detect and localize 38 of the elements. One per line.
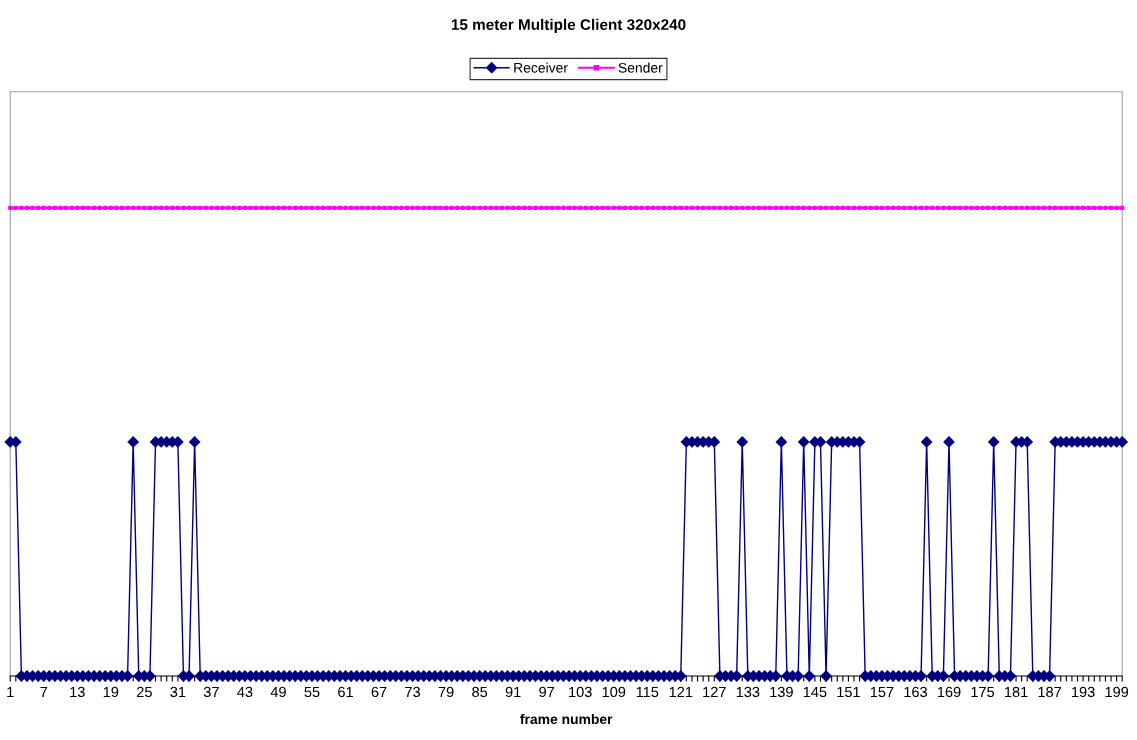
x-tick-label: 97 <box>539 686 555 698</box>
x-tick-label: 181 <box>1005 686 1028 698</box>
x-tick-label: 193 <box>1072 686 1095 698</box>
x-tick-label: 19 <box>103 686 119 698</box>
x-tick-label: 79 <box>438 686 454 698</box>
x-tick-label: 163 <box>904 686 927 698</box>
legend-label: Sender <box>618 62 663 73</box>
x-tick-label: 199 <box>1105 686 1129 698</box>
x-tick-label: 91 <box>505 686 521 698</box>
x-tick-label: 7 <box>40 686 48 697</box>
x-tick-label: 43 <box>237 686 253 698</box>
x-axis-title: frame number <box>520 713 613 725</box>
x-tick-label: 37 <box>203 686 219 698</box>
x-tick-label: 109 <box>602 686 626 698</box>
legend-label: Receiver <box>514 62 568 73</box>
x-tick-label: 67 <box>371 686 387 698</box>
x-tick-label: 187 <box>1038 686 1062 698</box>
x-tick-label: 151 <box>837 686 860 698</box>
x-tick-label: 49 <box>270 686 286 698</box>
x-tick-label: 31 <box>170 686 186 698</box>
x-tick-label: 121 <box>669 686 693 697</box>
x-tick-label: 145 <box>803 686 827 698</box>
chart-title: 15 meter Multiple Client 320x240 <box>451 18 686 34</box>
x-tick-label: 25 <box>136 686 152 698</box>
x-tick-label: 175 <box>971 686 995 698</box>
x-tick-label: 115 <box>636 686 659 698</box>
x-tick-label: 13 <box>70 686 85 698</box>
x-tick-label: 133 <box>736 686 760 698</box>
x-tick-label: 169 <box>937 686 961 698</box>
x-tick-label: 139 <box>770 686 793 698</box>
x-tick-label: 127 <box>703 686 726 697</box>
x-tick-label: 1 <box>7 686 14 697</box>
x-tick-label: 61 <box>338 686 353 698</box>
x-tick-label: 103 <box>569 686 592 698</box>
x-tick-label: 73 <box>405 686 421 698</box>
x-tick-label: 85 <box>472 686 488 698</box>
x-tick-label: 157 <box>870 686 894 698</box>
x-tick-label: 55 <box>304 686 320 698</box>
